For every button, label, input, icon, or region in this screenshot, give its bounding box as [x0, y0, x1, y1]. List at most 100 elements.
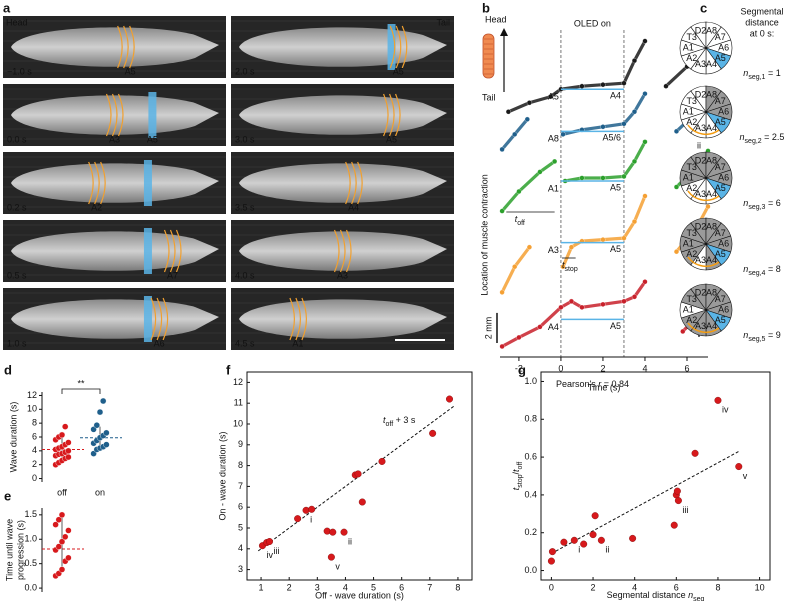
contraction-arc [156, 297, 163, 341]
wedge-label: T3 [686, 96, 697, 106]
trace-point [663, 83, 669, 89]
contraction-arc [163, 229, 170, 273]
y-tick-label: 8 [238, 460, 243, 470]
data-point [65, 554, 72, 562]
trace-point [631, 294, 638, 300]
panel-letter: a [3, 0, 11, 15]
contraction-arc [150, 297, 157, 341]
frame-time: 0.2 s [7, 202, 27, 212]
trace-point [673, 249, 680, 255]
segment-label: A1 [292, 338, 303, 348]
contraction-arc [129, 25, 135, 69]
data-point [429, 429, 437, 437]
wedge-label: A4 [706, 321, 717, 331]
data-point [674, 497, 682, 505]
header-line: at 0 s: [750, 28, 775, 38]
video-frame: −1.0 s A5 [3, 16, 226, 78]
n-seg-label-part: n [743, 68, 748, 78]
trace-point [579, 304, 585, 310]
wedge-label: A2 [686, 249, 697, 259]
n-seg-label-part: n [740, 132, 745, 142]
trace-point [642, 139, 648, 145]
wedge-label: D2 [695, 288, 707, 298]
y-axis-label-part: / [511, 471, 521, 474]
n-seg-label: nseg,4 = 8 [743, 264, 780, 276]
x-tick-label: 1 [259, 582, 264, 592]
trace-point [600, 124, 606, 130]
data-point [570, 536, 578, 544]
wedge-label: D2 [695, 90, 707, 100]
y-axis-label-part: t [511, 487, 521, 490]
data-point [61, 533, 69, 541]
start-segment-label: A3 [548, 245, 559, 255]
wedge-label: A5 [715, 183, 726, 193]
x-tick-label: 2 [591, 582, 596, 592]
y-tick-label: 12 [27, 390, 37, 400]
wedge-label: A3 [695, 321, 706, 331]
data-point [52, 521, 59, 528]
y-tick-label: 0.4 [524, 489, 537, 499]
progression-arc [687, 322, 720, 333]
segment-wedge [680, 26, 707, 49]
x-tick-label: 2 [600, 363, 605, 373]
y-axis-label-part: off [517, 462, 524, 470]
wedge-label: A6 [718, 172, 729, 182]
data-point [340, 528, 348, 536]
trace-point [526, 100, 532, 106]
y-tick-label: 11 [234, 398, 243, 408]
y-tick-label: 1.5 [24, 509, 37, 519]
n-seg-label-part: = 8 [765, 264, 780, 274]
wedge-label: D2 [695, 222, 707, 232]
data-point [589, 531, 597, 539]
frame-time: 0.0 s [7, 134, 27, 144]
data-point [629, 534, 637, 542]
trace-point [579, 175, 585, 181]
trace-point [537, 169, 543, 175]
y-tick-label: 9 [238, 439, 243, 449]
contraction-arc [117, 25, 123, 69]
trace-point [512, 264, 518, 270]
contraction-arc [389, 25, 396, 69]
larva-body [11, 231, 219, 271]
t-off-label: toff [515, 214, 525, 226]
data-point [378, 457, 386, 465]
contraction-arc [345, 161, 351, 205]
data-point [308, 505, 316, 513]
wedge-label: A5 [715, 249, 726, 259]
y-tick-label: 6 [32, 431, 37, 441]
point-label: v [335, 561, 340, 571]
y-tick-label: 10 [233, 418, 243, 428]
data-point [266, 538, 274, 546]
t-off-label-part: t [515, 214, 518, 224]
point-label: i [310, 515, 312, 525]
n-seg-label: nseg,3 = 6 [743, 198, 780, 210]
y-tick-label: 5 [238, 522, 243, 532]
point-label: iii [682, 505, 688, 515]
wedge-label: A1 [683, 106, 694, 116]
contraction-arc [111, 93, 118, 137]
y-tick-label: 0.0 [24, 582, 37, 592]
n-seg-label-part: = 9 [765, 330, 780, 340]
n-seg-label: nseg,2 = 2.5 [740, 132, 785, 144]
x-tick-label: 5 [371, 582, 376, 592]
n-seg-label-part: n [743, 330, 748, 340]
x-tick-label: 0 [558, 363, 563, 373]
trace-point [558, 304, 564, 310]
stim-segment-label: A4 [610, 91, 621, 101]
annotation-part: r [598, 379, 602, 389]
wedge-label: A4 [706, 255, 717, 265]
x-axis-label: Off - wave duration (s) [315, 590, 404, 600]
tail-label: Tail [436, 17, 450, 27]
wedge-label: A8 [706, 90, 717, 100]
contraction-arc [289, 297, 295, 341]
header-line: Segmental [740, 6, 783, 16]
wedge-label: A3 [695, 255, 706, 265]
x-tick-label: 8 [455, 582, 460, 592]
wedge-label: A7 [715, 32, 726, 42]
data-point [691, 449, 699, 457]
wedge-label: A4 [706, 59, 717, 69]
contraction-arc [339, 229, 346, 273]
y-tick-label: 4 [238, 543, 243, 553]
trace-point [579, 83, 585, 89]
n-seg-label-part: seg,1 [748, 74, 765, 81]
